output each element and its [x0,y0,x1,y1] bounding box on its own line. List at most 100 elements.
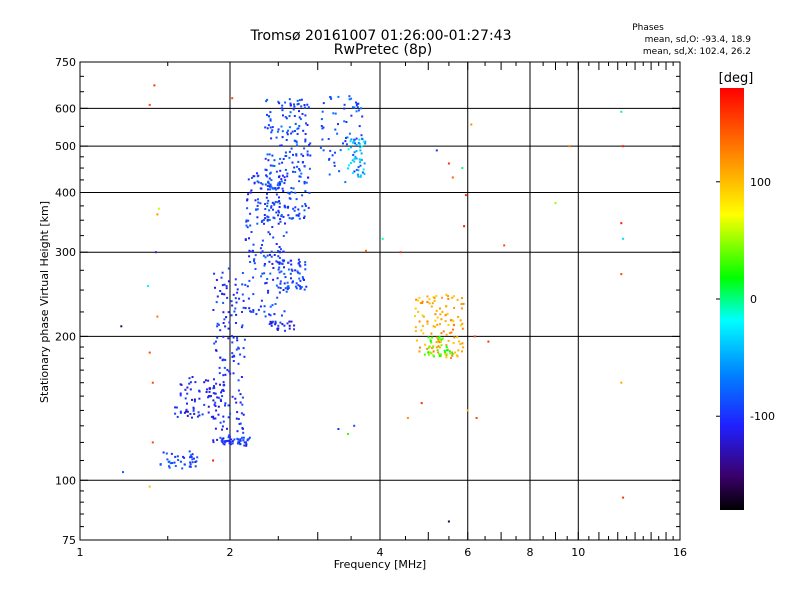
data-point [445,353,448,356]
data-point [241,272,244,274]
data-point [218,366,221,369]
data-point [235,322,237,324]
data-point [447,339,450,342]
data-point [203,403,206,406]
data-point [274,320,277,323]
data-point [353,157,356,160]
data-point [280,270,283,273]
data-point [430,305,433,308]
data-point [272,267,275,269]
data-point [422,315,425,318]
data-point [280,107,283,110]
data-point [264,183,267,186]
data-point [189,381,192,384]
data-point [249,250,252,253]
data-point [157,207,160,210]
data-point [265,174,268,177]
data-point [287,268,290,271]
data-point [194,465,197,468]
data-point [267,289,270,292]
data-point [268,323,271,325]
data-point [360,134,363,137]
data-point [351,159,354,162]
data-point [449,352,452,355]
data-point [266,153,269,156]
data-point [381,237,384,240]
data-point [210,415,213,418]
data-point [334,128,337,131]
data-point [227,267,230,270]
data-point [269,119,272,122]
data-point [246,198,249,201]
data-point [278,181,281,183]
data-point [246,207,249,210]
data-point [154,251,157,254]
chart-subtitle: RwPretec (8p) [334,42,432,58]
data-point [253,258,256,261]
data-point [355,137,358,140]
data-point [231,335,233,338]
data-point [329,149,332,152]
data-point [242,347,245,350]
data-point [227,311,230,314]
data-point [232,336,235,339]
data-point [358,125,361,128]
data-point [296,127,299,130]
data-point [288,192,291,195]
data-point [162,451,165,454]
data-point [296,133,299,135]
data-point [232,360,235,362]
data-point [222,301,225,304]
data-point [284,287,287,290]
data-point [174,412,177,415]
data-point [293,166,296,169]
data-point [261,183,264,186]
data-point [277,255,280,258]
y-axis-label: Stationary phase Virtual Height [km] [38,201,51,403]
data-point [446,312,449,315]
data-point [463,225,466,228]
data-point [435,336,438,339]
data-point [440,332,443,335]
data-point [302,129,305,132]
data-point [275,136,278,139]
data-point [248,237,250,240]
data-point [176,455,179,458]
data-point [282,250,285,253]
data-point [179,460,182,463]
data-point [290,320,293,323]
data-point [221,438,224,441]
data-point [278,261,281,264]
data-point [252,293,255,296]
data-point [418,296,421,299]
data-point [426,347,429,350]
data-point [222,381,225,384]
data-point [420,402,423,405]
data-point [306,153,309,156]
data-point [191,416,193,419]
data-point [421,302,424,304]
data-point [221,425,224,428]
data-point [445,313,447,316]
data-point [297,208,300,211]
data-point [286,281,289,284]
data-point [303,279,305,281]
data-point [270,131,273,134]
data-point [148,103,151,106]
data-point [234,297,237,300]
data-point [303,147,306,150]
data-point [279,182,282,185]
data-point [328,173,331,176]
data-point [248,279,251,282]
data-point [193,400,196,403]
data-point [428,298,431,301]
data-point [256,175,259,178]
data-point [272,208,274,211]
data-point [296,270,299,273]
data-point [284,179,287,182]
data-point [282,215,285,218]
data-point [294,130,296,132]
data-point [190,455,193,458]
data-point [247,178,250,181]
data-point [290,147,293,150]
